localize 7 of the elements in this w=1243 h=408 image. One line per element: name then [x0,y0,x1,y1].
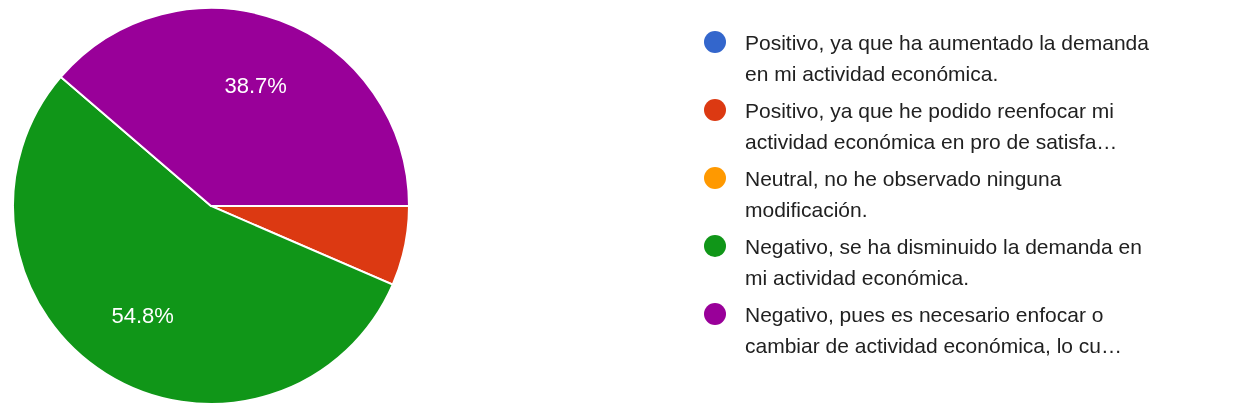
data-label: 38.7% [224,72,287,98]
legend-label: Positivo, ya que ha aumentado la demanda en mi actividad económica. [745,30,1150,85]
data-label: 54.8% [111,302,174,328]
legend-label: Neutral, no he observado ninguna modificación. [745,166,1062,221]
legend-label: Positivo, ya que he podido reenfocar mi actividad económica en pro de satisfa… [745,98,1118,153]
legend-label: Negativo, pues es necesario enfocar o cambiar de actividad económica, lo cu… [745,302,1123,357]
legend-label: Negativo, se ha disminuido la demanda en mi actividad económica. [745,234,1142,289]
